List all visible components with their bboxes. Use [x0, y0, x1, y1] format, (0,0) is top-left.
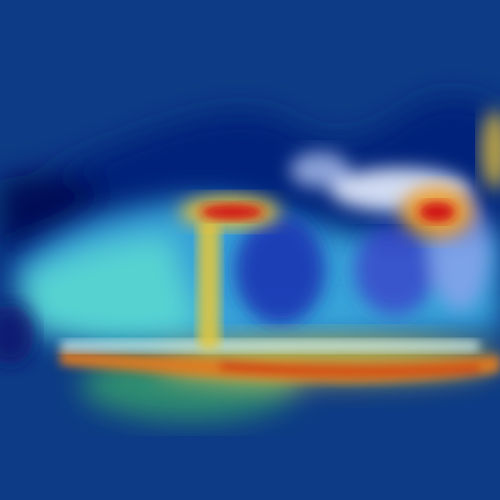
collar-highlight — [290, 152, 350, 188]
mid-yellow-streak — [198, 220, 220, 350]
upper-panel-blue-2 — [355, 225, 435, 315]
sole-hot-core — [220, 362, 480, 375]
heel-hotspot-core — [419, 202, 455, 222]
toe-dark-pocket — [0, 305, 34, 365]
right-edge-yellow-accent — [481, 110, 500, 190]
shoe-front-cyan-region — [20, 235, 200, 341]
upper-panel-blue-1 — [235, 215, 325, 325]
lace-hotspot-core — [200, 204, 264, 220]
shoe-toe-dark-region — [0, 174, 110, 245]
sole-stitch-band — [60, 340, 480, 352]
